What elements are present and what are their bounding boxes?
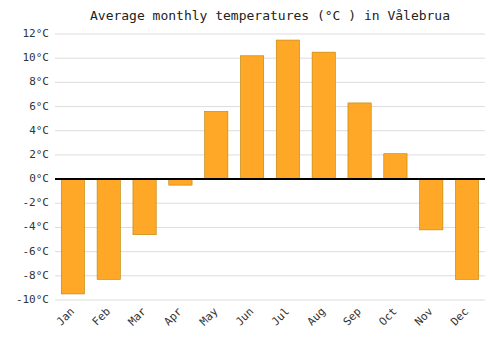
y-tick-label: -10°C bbox=[16, 293, 49, 306]
bar bbox=[240, 56, 263, 179]
grid bbox=[55, 34, 485, 300]
y-axis: -10°C -8°C -6°C -4°C -2°C 0°C 2°C 4°C 6°C 8°C 10°C… bbox=[16, 27, 49, 306]
y-tick-label: 12°C bbox=[23, 27, 50, 40]
y-tick-label: 4°C bbox=[29, 124, 49, 137]
x-tick-label: Jul bbox=[269, 305, 292, 328]
bar bbox=[205, 111, 228, 179]
grid-line bbox=[55, 34, 485, 35]
title: Average monthly temperatures (°C ) in Vå… bbox=[90, 8, 450, 23]
x-tick-label: May bbox=[197, 305, 221, 329]
bar bbox=[133, 179, 156, 235]
zero-line bbox=[55, 178, 485, 180]
chart-container: -10°C -8°C -6°C -4°C -2°C 0°C 2°C 4°C 6°C 8°C 10°C… bbox=[0, 0, 500, 350]
y-tick-label: 6°C bbox=[29, 100, 49, 113]
x-tick-label: Apr bbox=[161, 305, 185, 329]
y-tick-label: -2°C bbox=[23, 196, 50, 209]
y-tick-label: 8°C bbox=[29, 75, 49, 88]
bar bbox=[312, 52, 335, 179]
y-tick-label: -4°C bbox=[23, 220, 50, 233]
bars bbox=[61, 40, 478, 294]
bar bbox=[61, 179, 84, 294]
grid-line bbox=[55, 179, 485, 180]
x-tick-label: Mar bbox=[126, 305, 150, 329]
y-tick-label: 2°C bbox=[29, 148, 49, 161]
grid-line bbox=[55, 106, 485, 107]
grid-line bbox=[55, 82, 485, 83]
bar bbox=[276, 40, 299, 179]
grid-line bbox=[55, 58, 485, 59]
grid-line bbox=[55, 154, 485, 155]
bar bbox=[97, 179, 120, 279]
y-tick-label: -6°C bbox=[23, 245, 50, 258]
x-tick-label: Aug bbox=[305, 305, 328, 328]
x-tick-label: Dec bbox=[448, 305, 471, 328]
x-tick-label: Sep bbox=[341, 305, 364, 328]
bar bbox=[420, 179, 443, 230]
y-tick-label: 10°C bbox=[23, 51, 50, 64]
bar bbox=[384, 154, 407, 179]
grid-line bbox=[55, 300, 485, 301]
bar bbox=[348, 103, 371, 179]
grid-line bbox=[55, 130, 485, 131]
chart: -10°C -8°C -6°C -4°C -2°C 0°C 2°C 4°C 6°C 8°C 10°C… bbox=[0, 0, 500, 350]
x-axis: Jan Feb Mar Apr May Jun Jul Aug Sep Oct Nov Dec bbox=[54, 305, 471, 329]
x-tick-label: Feb bbox=[90, 305, 113, 328]
x-tick-label: Nov bbox=[412, 305, 436, 329]
y-tick-label: -8°C bbox=[23, 269, 50, 282]
bar bbox=[455, 179, 478, 279]
y-tick-label: 0°C bbox=[29, 172, 49, 185]
x-tick-label: Jan bbox=[54, 305, 77, 328]
x-tick-label: Oct bbox=[376, 305, 399, 328]
x-tick-label: Jun bbox=[233, 305, 256, 328]
